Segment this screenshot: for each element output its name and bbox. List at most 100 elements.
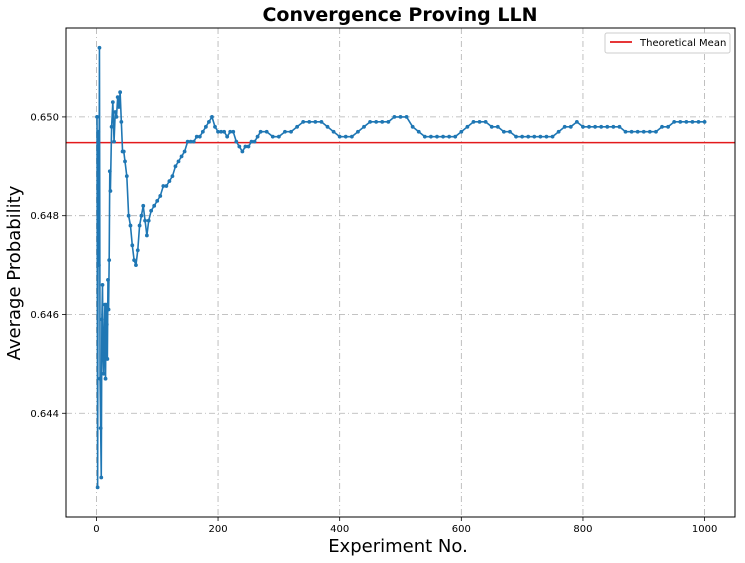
data-point [562,124,567,129]
data-point [134,263,138,267]
data-point [115,95,120,100]
data-point [362,124,366,129]
data-point [176,159,181,164]
data-point [249,139,254,144]
data-point [98,376,102,381]
data-point [465,124,470,129]
data-point [207,119,211,124]
data-point [161,184,166,188]
plot-area [66,28,735,517]
data-point [410,124,415,129]
data-point [182,149,187,154]
data-point [544,134,549,139]
data-point [194,134,199,139]
data-point [237,144,242,149]
data-point [556,129,561,134]
data-point [647,129,652,134]
data-point [105,357,110,361]
data-point [179,154,184,159]
data-point [392,115,397,119]
data-point [283,129,287,134]
data-point [295,124,300,129]
x-tick-label: 600 [452,524,471,535]
data-point [313,119,318,124]
data-point [113,110,118,114]
x-axis-label: Experiment No. [328,536,468,557]
data-point [374,119,379,124]
data-point [213,124,217,129]
data-point [690,119,695,124]
data-point [108,189,113,193]
data-point [103,376,108,381]
data-point [121,149,126,154]
data-point [489,124,494,129]
data-point [501,129,506,134]
data-point [216,129,220,134]
y-axis-ticks: 0.644 0.646 0.648 0.650 [30,112,66,420]
data-point [495,124,500,129]
data-point [356,129,360,134]
data-point [170,174,175,179]
data-point [550,134,555,139]
series-group [95,45,707,490]
data-point [167,179,172,184]
data-point [101,352,105,356]
data-point [337,134,342,139]
data-point [593,124,598,129]
data-point [100,282,105,287]
data-point [325,124,330,129]
data-point [210,115,214,119]
data-point [331,129,336,134]
data-point [219,129,223,134]
x-tick-label: 0 [93,524,99,535]
data-point [599,124,604,129]
data-point [520,134,525,139]
legend-label-theoretical-mean: Theoretical Mean [639,38,726,49]
data-point [96,263,101,267]
data-point [386,119,391,124]
data-point [514,134,518,139]
x-tick-label: 800 [573,524,592,535]
data-point [185,139,190,144]
data-point [526,134,531,139]
data-point [240,149,245,154]
y-tick-label: 0.648 [30,211,59,222]
data-point [477,119,482,124]
data-point [617,124,622,129]
data-point [660,124,664,129]
data-point [672,119,677,124]
data-point [258,129,263,134]
data-point [678,119,683,124]
data-point [143,218,147,223]
data-point [587,124,591,129]
data-point [246,144,251,149]
data-point [276,134,281,139]
data-point [255,134,260,139]
data-point [435,134,439,139]
data-point [152,203,157,208]
data-point [106,307,111,312]
data-point [146,218,151,223]
data-point [234,139,239,144]
data-point [252,139,257,144]
x-tick-label: 1000 [692,524,717,535]
data-point [99,475,104,480]
data-point [114,115,119,119]
x-tick-label: 200 [208,524,227,535]
data-point [124,174,129,179]
data-point [605,124,610,129]
data-point [123,159,127,164]
y-tick-label: 0.644 [30,409,59,420]
data-point [155,198,160,203]
data-point [110,100,115,104]
data-point [270,134,275,139]
data-point [629,129,634,134]
data-point [243,144,248,149]
data-point [126,213,131,218]
data-point [191,139,196,144]
data-point [422,134,427,139]
data-point [144,233,149,238]
data-point [95,115,99,119]
data-point [197,134,202,139]
data-point [343,134,348,139]
